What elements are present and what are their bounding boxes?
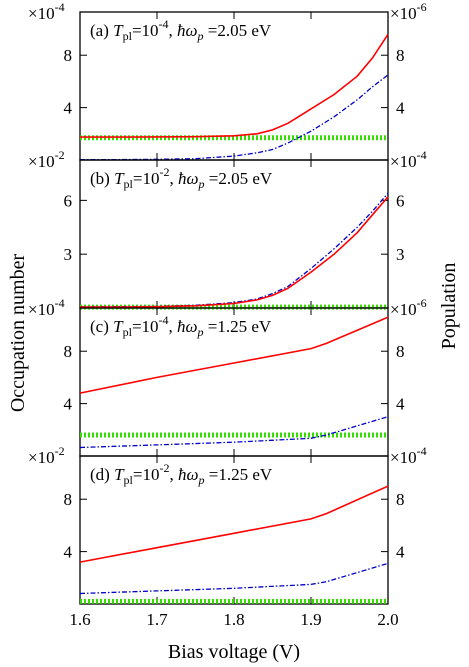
occupation-line (80, 196, 389, 308)
panel-annotation: (a) Tpl=10-4, ħωp =2.05 eV (90, 17, 272, 43)
y-tick-label-right: 6 (396, 191, 405, 210)
panel-a: 4 8 4 8 ×10-4 ×10-6 (a) Tpl=10-4, ħωp =2.05 eV (28, 0, 427, 161)
y-multiplier-left: ×10-4 (28, 296, 65, 319)
x-tick-label: 1.7 (146, 610, 168, 629)
panel-annotation: (b) Tpl=10-2, ħωp =2.05 eV (90, 165, 273, 191)
y-tick-label-left: 8 (64, 490, 73, 509)
x-tick-label: 2.0 (377, 610, 398, 629)
panel-d: 4 8 4 8 ×10-2 ×10-4 (d) Tpl=10-2, ħωp =1.25 eV (28, 444, 427, 605)
y-tick-label-left: 3 (64, 245, 73, 264)
panel-annotation: (d) Tpl=10-2, ħωp =1.25 eV (90, 461, 273, 487)
occupation-line (79, 485, 389, 563)
panels: 4 8 4 8 ×10-4 ×10-6 (a) Tpl=10-4, ħωp =2.05 eV… (28, 0, 427, 629)
y-tick-label-left: 4 (64, 99, 73, 118)
x-tick-label: 1.8 (223, 610, 244, 629)
y-tick-label-left: 8 (64, 342, 73, 361)
y-multiplier-right: ×10-6 (390, 0, 427, 23)
population-line (79, 416, 389, 449)
y-tick-label-right: 4 (396, 543, 405, 562)
y-multiplier-right: ×10-4 (390, 444, 427, 467)
y-multiplier-left: ×10-2 (28, 444, 65, 467)
panel-b: 3 6 3 6 ×10-2 ×10-4 (b) Tpl=10-2, ħωp =2.05 eV (28, 148, 427, 310)
y-multiplier-left: ×10-2 (28, 148, 65, 171)
y-tick-label-right: 8 (396, 490, 405, 509)
panel-c: 4 8 4 8 ×10-4 ×10-6 (c) Tpl=10-4, ħωp =1.25 eV (28, 296, 427, 457)
y-tick-label-left: 8 (64, 46, 73, 65)
y-tick-label-left: 6 (64, 191, 73, 210)
y-multiplier-right: ×10-6 (390, 296, 427, 319)
x-tick-label: 1.6 (69, 610, 90, 629)
y-multiplier-right: ×10-4 (390, 148, 427, 171)
y-axis-label-right: Population (438, 263, 460, 350)
occupation-line (80, 33, 389, 138)
y-tick-label-left: 4 (64, 395, 73, 414)
population-line (79, 74, 389, 161)
y-tick-label-right: 8 (396, 342, 405, 361)
x-axis-label: Bias voltage (V) (168, 641, 300, 663)
y-multiplier-left: ×10-4 (28, 0, 65, 23)
y-tick-label-right: 3 (396, 245, 405, 264)
population-line (79, 562, 389, 595)
population-line (79, 192, 389, 308)
y-tick-label-right: 8 (396, 46, 405, 65)
y-tick-label-right: 4 (396, 395, 405, 414)
occupation-line (79, 316, 389, 394)
panel-annotation: (c) Tpl=10-4, ħωp =1.25 eV (90, 313, 272, 339)
x-tick-label: 1.9 (300, 610, 321, 629)
y-axis-label-left: Occupation number (7, 254, 29, 413)
y-tick-label-left: 4 (64, 543, 73, 562)
y-tick-label-right: 4 (396, 99, 405, 118)
